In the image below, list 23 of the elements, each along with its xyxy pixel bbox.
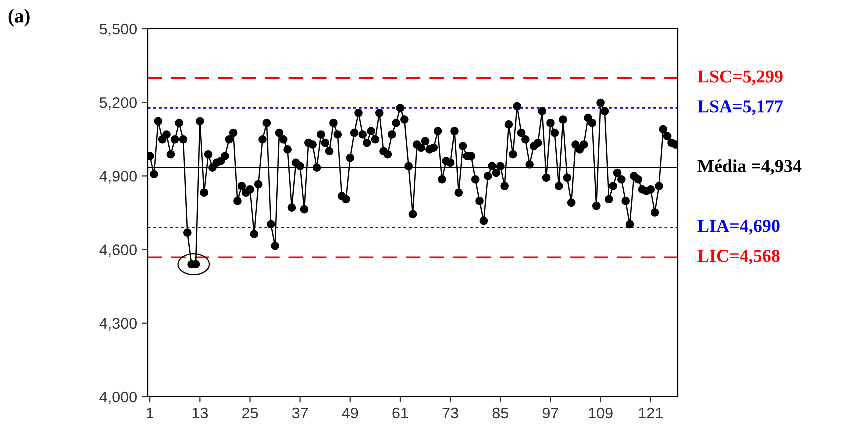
x-tick-label: 49 [342,408,358,419]
ref-line-label: LSC=5,299 [698,70,783,86]
y-tick-label: 4,600 [100,244,137,258]
x-tick-label: 61 [392,408,408,419]
ref-line-label: LIC=4,568 [698,250,780,265]
x-tick-label: 109 [589,408,613,419]
y-tick-label: 5,200 [100,97,137,110]
ref-line-label: LSA=5,177 [698,100,784,116]
ref-line-label: LIA=4,690 [698,220,780,235]
x-tick-label: 85 [492,408,508,419]
x-tick-label: 37 [292,408,308,419]
y-tick-label: 4,900 [100,171,137,184]
x-tick-label: 73 [442,408,458,419]
y-tick-label: 4,000 [100,392,137,404]
y-tick-label: 4,300 [100,318,137,331]
x-tick-label: 97 [542,408,558,419]
text: (a) [8,9,30,27]
y-tick-label: 5,500 [100,24,137,36]
x-tick-label: 121 [639,408,663,418]
ref-line-label: Média =4,934 [698,160,802,175]
x-tick-label: 1 [147,408,154,418]
x-tick-label: 25 [242,408,258,419]
x-tick-label: 13 [192,408,208,419]
